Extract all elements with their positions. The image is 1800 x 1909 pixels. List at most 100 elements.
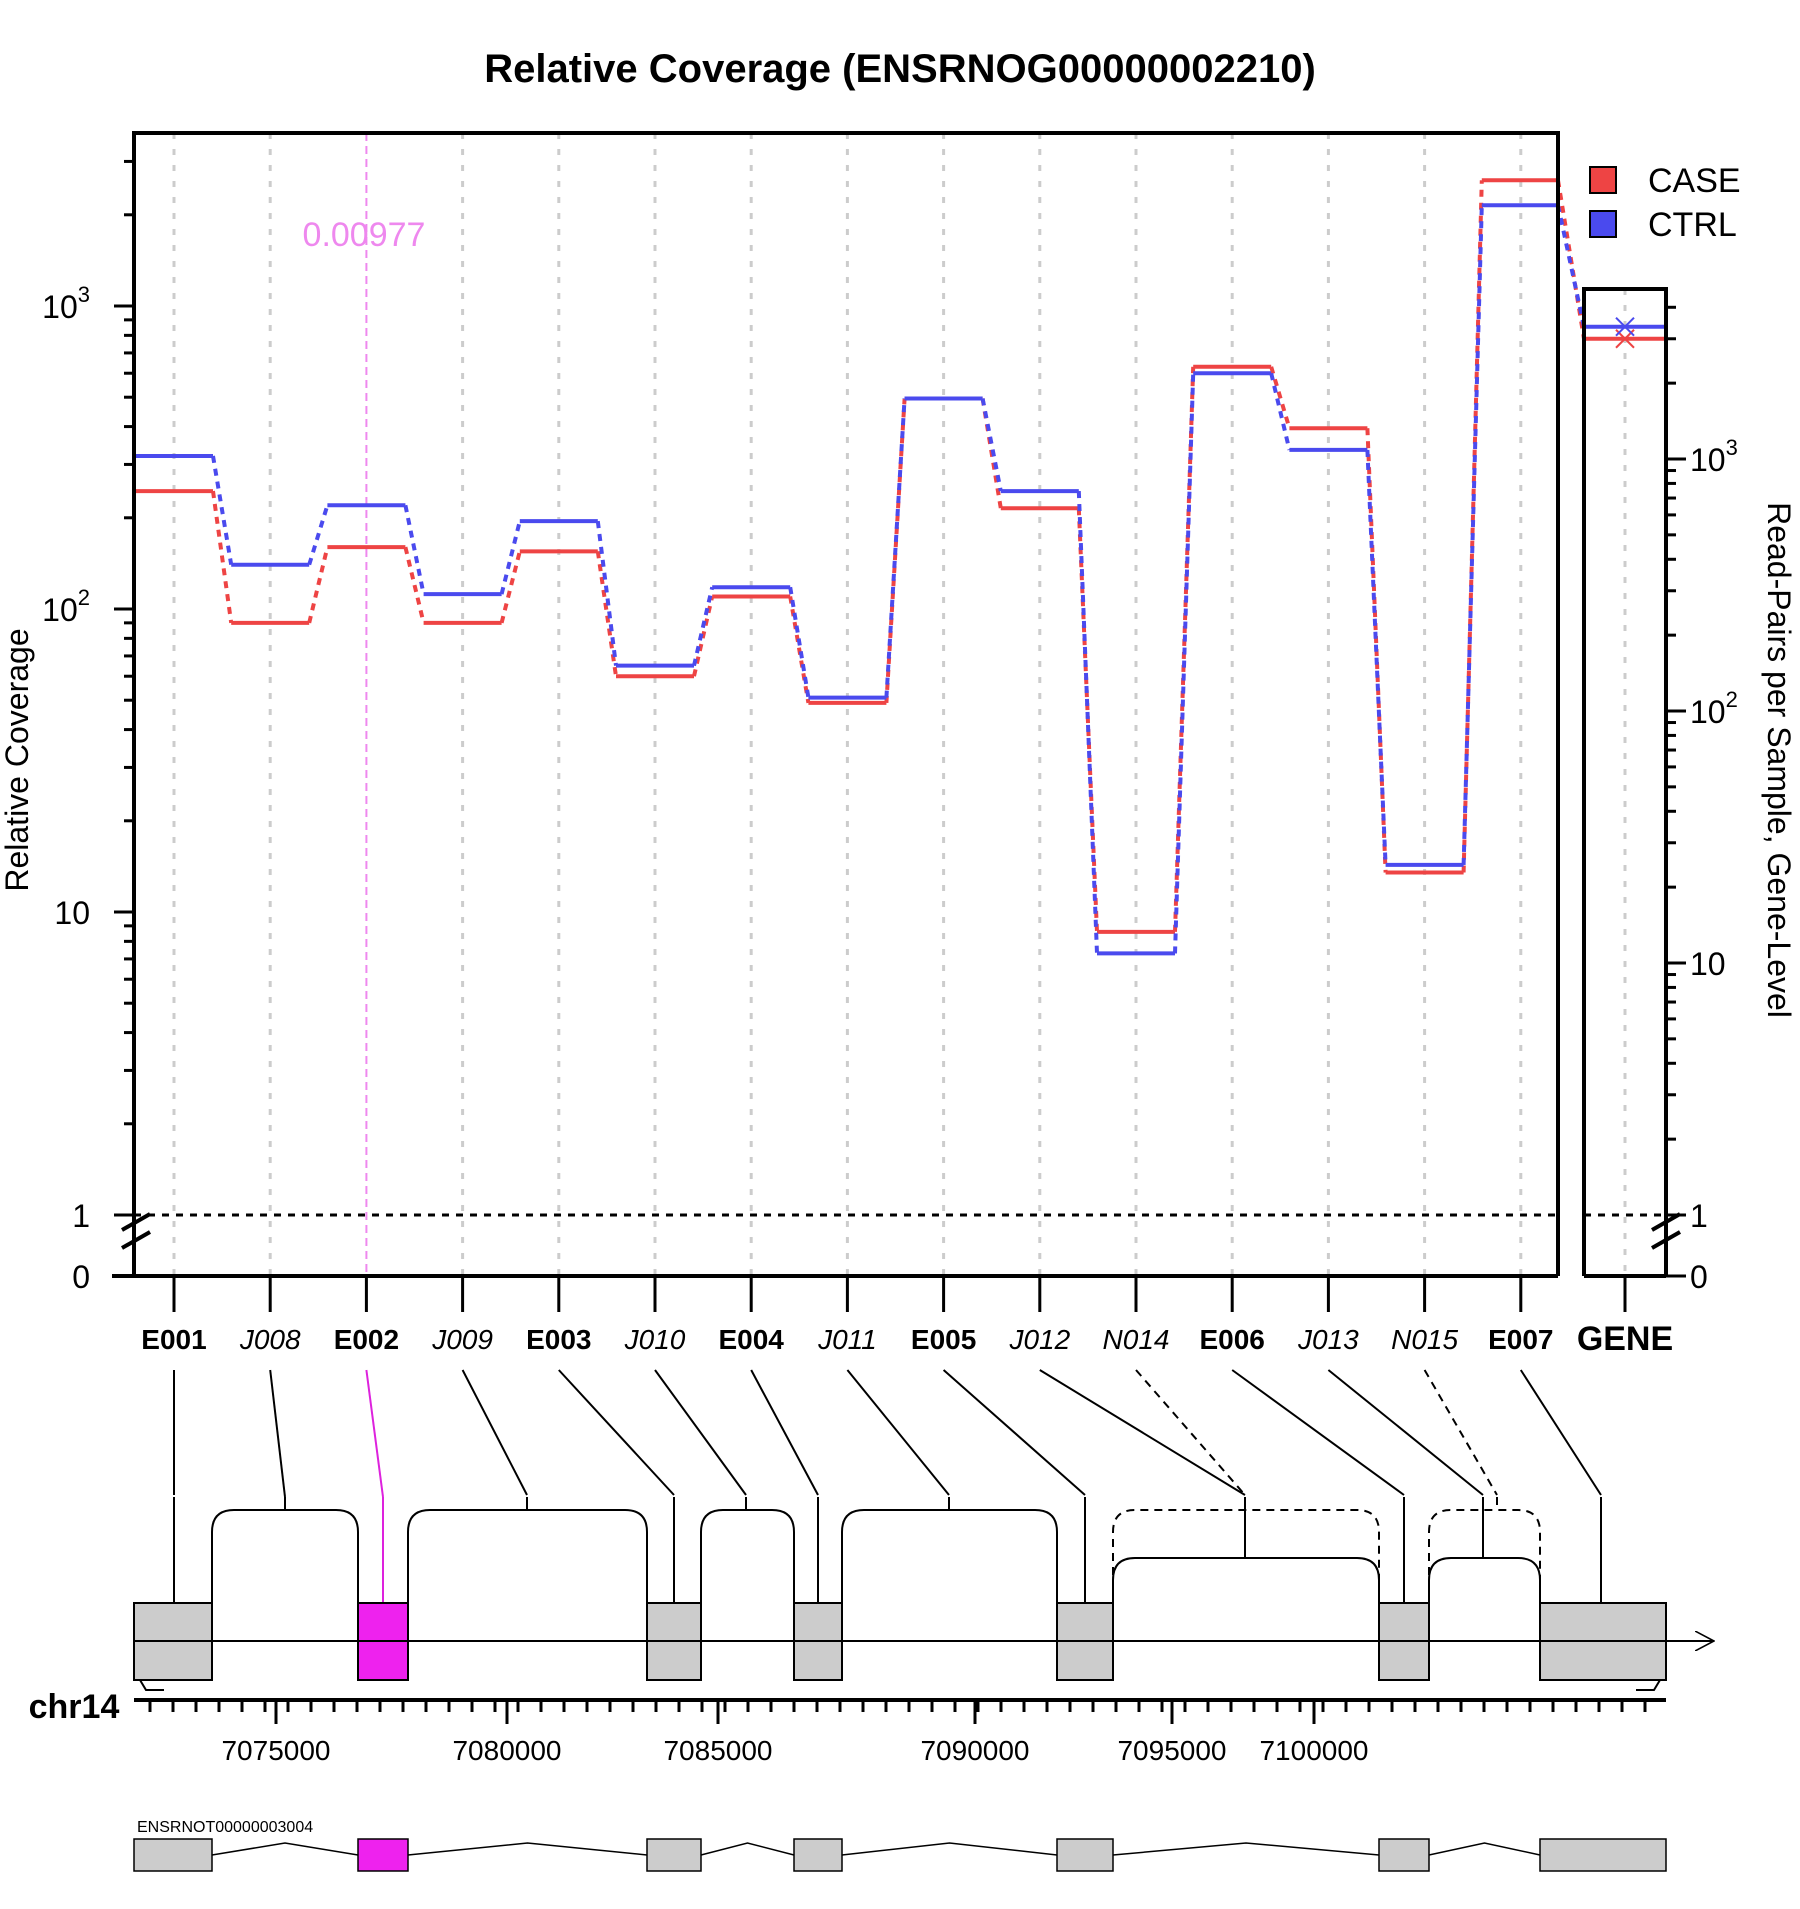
- genomic-tick-label: 7095000: [1117, 1735, 1226, 1766]
- y-tick-label: 10: [54, 895, 90, 931]
- y2-tick-label: 103: [1690, 435, 1738, 478]
- transcript-intron: [1428, 1842, 1541, 1856]
- feature-labels: E001 J008 E002 J009 E003 J010 E004 J011 E005 J012…: [141, 1276, 1673, 1358]
- y-tick-label: 103: [42, 282, 90, 325]
- transcript-exon-e005: [1056, 1838, 1114, 1872]
- junction-arc: [700, 1509, 795, 1603]
- y2-axis: 0 1 10 102 103: [1651, 305, 1738, 1295]
- series-ctrl-gene-connector: [1556, 204, 1586, 328]
- transcript-exon-e001: [133, 1838, 213, 1872]
- chart-title: Relative Coverage (ENSRNOG00000002210): [484, 47, 1316, 91]
- main-plot-frame: [132, 131, 1560, 1276]
- series-case-connector: [211, 490, 234, 624]
- feature-label-j010: J010: [624, 1324, 686, 1355]
- connector-j012: [1039, 1369, 1246, 1496]
- y2-tick-label: 1: [1690, 1198, 1708, 1234]
- junction-arc: [1112, 1557, 1380, 1603]
- connector-j011: [846, 1369, 950, 1496]
- legend-swatch-ctrl: [1589, 210, 1617, 238]
- transcript-intron: [1112, 1842, 1380, 1856]
- series-case-connector: [595, 551, 618, 677]
- plot-frames: [112, 131, 1668, 1278]
- series-case-connector: [1461, 180, 1484, 873]
- highlight-pvalue: 0.00977: [303, 216, 426, 254]
- y2-tick-label: 102: [1690, 687, 1738, 730]
- connector-e003: [558, 1369, 675, 1496]
- feature-label-n015: N015: [1391, 1324, 1458, 1355]
- legend-label-case: CASE: [1648, 162, 1741, 200]
- junction-arc: [407, 1509, 648, 1603]
- transcript-exon-e007: [1539, 1838, 1667, 1872]
- series-case-connector: [499, 550, 522, 624]
- grid-lines: [134, 133, 1666, 1276]
- feature-label-j009: J009: [431, 1324, 493, 1355]
- connector-n015: [1423, 1369, 1498, 1496]
- junction-arc: [211, 1509, 359, 1603]
- junction-arc: [1112, 1509, 1380, 1603]
- genomic-tick-label: 7085000: [663, 1735, 772, 1766]
- transcript-intron: [700, 1842, 795, 1856]
- series-case-connector: [788, 596, 811, 704]
- connector-j013: [1327, 1369, 1484, 1496]
- y-axis-break: [121, 1212, 151, 1250]
- legend-label-ctrl: CTRL: [1648, 206, 1737, 244]
- connector-e006: [1231, 1369, 1405, 1496]
- connector-j008: [269, 1369, 286, 1498]
- series-ctrl-connector: [884, 398, 907, 698]
- y-tick-label: 102: [42, 585, 90, 628]
- connector-j010: [654, 1369, 747, 1496]
- y-tick-label: 0: [72, 1259, 90, 1295]
- transcript-exon-e002: [357, 1838, 409, 1872]
- feature-label-e005: E005: [911, 1324, 976, 1355]
- end-bracket: [1636, 1679, 1661, 1691]
- series-ctrl-connector: [1076, 491, 1099, 954]
- series-case-connector: [1269, 366, 1292, 429]
- y-axis-label: Relative Coverage: [0, 628, 35, 891]
- feature-label-e007: E007: [1488, 1324, 1553, 1355]
- y-tick-label: 1: [72, 1198, 90, 1234]
- gene-plot-frame: [1582, 287, 1668, 1276]
- feature-label-e002: E002: [334, 1324, 399, 1355]
- transcript-exon-e004: [793, 1838, 843, 1872]
- feature-label-e001: E001: [141, 1324, 206, 1355]
- series-lines: [134, 178, 1666, 956]
- connector-e002: [365, 1369, 384, 1498]
- series-ctrl-connector: [1269, 372, 1292, 451]
- genomic-tick-label: 7090000: [920, 1735, 1029, 1766]
- y-tick-exponent: 3: [78, 282, 90, 307]
- connector-e007: [1519, 1369, 1602, 1496]
- genomic-tick-label: 7080000: [452, 1735, 561, 1766]
- series-case-connector: [692, 596, 715, 677]
- junction-arc: [1428, 1509, 1541, 1603]
- legend: CASE CTRL: [1589, 162, 1741, 244]
- y2-tick-exponent: 2: [1726, 687, 1738, 712]
- transcript-exon-e003: [646, 1838, 702, 1872]
- feature-label-gene: GENE: [1577, 1320, 1673, 1358]
- feature-label-e003: E003: [526, 1324, 591, 1355]
- genomic-tick-label: 7075000: [221, 1735, 330, 1766]
- start-bracket: [139, 1679, 164, 1691]
- feature-label-j012: J012: [1008, 1324, 1070, 1355]
- connector-j009: [461, 1369, 528, 1496]
- y2-tick-exponent: 3: [1726, 435, 1738, 460]
- feature-label-j011: J011: [817, 1324, 877, 1355]
- feature-label-e004: E004: [718, 1324, 784, 1355]
- series-ctrl-connector: [403, 504, 426, 595]
- transcript-label: ENSRNOT00000003004: [137, 1819, 313, 1836]
- series-ctrl-connector: [1461, 205, 1484, 865]
- y2-axis-label: Read-Pairs per Sample, Gene-Level: [1761, 502, 1797, 1018]
- series-ctrl-connector: [211, 455, 234, 566]
- y2-tick-label: 10: [1690, 946, 1726, 982]
- chromosome-label: chr14: [29, 1688, 120, 1726]
- feature-label-e006: E006: [1199, 1324, 1264, 1355]
- gene-model: 7075000 7080000 7085000 7090000 7095000 71000…: [133, 1369, 1714, 1872]
- connector-e004: [750, 1369, 819, 1496]
- series-ctrl-connector: [1173, 373, 1196, 954]
- junction-arc: [841, 1509, 1058, 1603]
- y-tick-exponent: 2: [78, 585, 90, 610]
- transcript-intron: [841, 1842, 1058, 1856]
- y2-tick-label: 0: [1690, 1259, 1708, 1295]
- y2-axis-break: [1651, 1212, 1681, 1250]
- genomic-tick-label: 7100000: [1259, 1735, 1368, 1766]
